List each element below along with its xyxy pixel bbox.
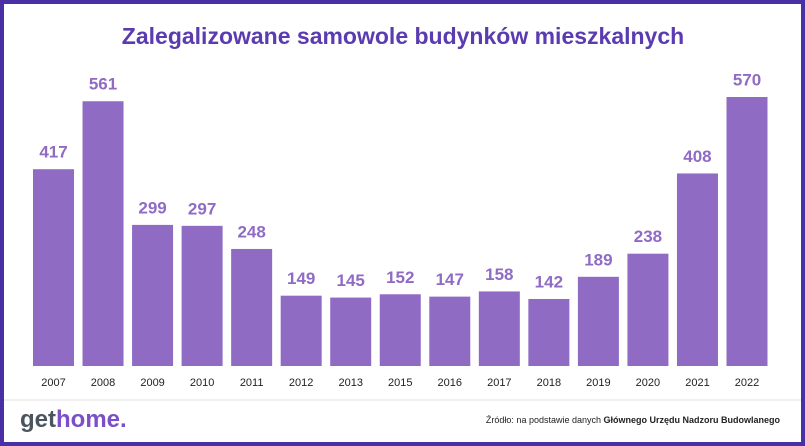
bar bbox=[627, 253, 669, 366]
logo: gethome. bbox=[20, 406, 127, 433]
source-text: Źródło: na podstawie danych bbox=[486, 415, 604, 425]
bar bbox=[676, 173, 718, 366]
x-tick-label: 2018 bbox=[537, 377, 561, 389]
x-tick-label: 2019 bbox=[586, 377, 610, 389]
value-label: 145 bbox=[337, 271, 365, 290]
bar bbox=[231, 248, 273, 366]
value-label: 299 bbox=[138, 198, 166, 217]
bar bbox=[429, 296, 471, 366]
value-label: 158 bbox=[485, 265, 513, 284]
logo-part: get bbox=[20, 406, 56, 433]
bar bbox=[330, 297, 372, 366]
value-label: 189 bbox=[584, 250, 612, 269]
x-tick-label: 2017 bbox=[487, 377, 511, 389]
x-tick-label: 2020 bbox=[636, 377, 660, 389]
bar bbox=[82, 101, 124, 366]
x-tick-label: 2009 bbox=[140, 377, 164, 389]
x-tick-label: 2013 bbox=[338, 377, 362, 389]
x-tick-label: 2021 bbox=[685, 377, 709, 389]
x-tick-label: 2016 bbox=[438, 377, 462, 389]
x-tick-label: 2011 bbox=[240, 377, 264, 389]
value-label: 147 bbox=[436, 270, 464, 289]
bar bbox=[181, 225, 223, 366]
bar bbox=[132, 224, 174, 366]
x-tick-label: 2015 bbox=[388, 377, 412, 389]
value-label: 570 bbox=[733, 70, 761, 89]
chart-title: Zalegalizowane samowole budynków mieszka… bbox=[122, 23, 684, 49]
x-tick-label: 2012 bbox=[289, 377, 313, 389]
source: Źródło: na podstawie danych Głównego Urz… bbox=[486, 415, 781, 425]
bar bbox=[280, 295, 322, 366]
bar bbox=[33, 169, 74, 366]
bar bbox=[726, 97, 768, 366]
bar bbox=[379, 294, 421, 366]
value-label: 561 bbox=[89, 75, 117, 94]
value-label: 408 bbox=[683, 147, 711, 166]
x-tick-label: 2007 bbox=[41, 377, 65, 389]
value-label: 142 bbox=[535, 272, 563, 291]
source-text: Głównego Urzędu Nadzoru Budowlanego bbox=[604, 415, 781, 425]
bar bbox=[577, 276, 619, 366]
logo-part: home. bbox=[56, 406, 127, 433]
value-label: 149 bbox=[287, 269, 315, 288]
value-label: 238 bbox=[634, 227, 662, 246]
x-tick-label: 2022 bbox=[735, 377, 759, 389]
x-tick-label: 2008 bbox=[91, 377, 115, 389]
bar bbox=[528, 298, 570, 366]
bar bbox=[478, 291, 520, 366]
x-tick-label: 2010 bbox=[190, 377, 214, 389]
value-label: 297 bbox=[188, 199, 216, 218]
value-label: 248 bbox=[237, 222, 265, 241]
value-label: 152 bbox=[386, 268, 414, 287]
value-label: 417 bbox=[39, 143, 67, 162]
